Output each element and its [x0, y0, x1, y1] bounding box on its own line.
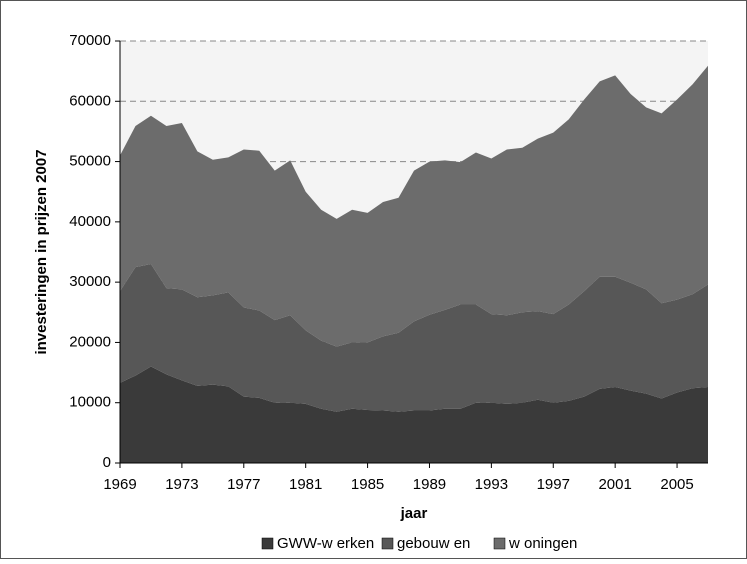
x-tick-label: 1973: [165, 476, 198, 493]
area: [120, 65, 708, 347]
legend-label: w oningen: [508, 535, 577, 552]
y-axis-label: investeringen in prijzen 2007: [33, 149, 50, 354]
x-tick-label: 1993: [475, 476, 508, 493]
x-tick-label: 1977: [227, 476, 260, 493]
y-tick-label: 30000: [69, 273, 111, 290]
y-tick-label: 10000: [69, 394, 111, 411]
legend-swatch: [381, 537, 394, 550]
x-axis-label: jaar: [400, 505, 428, 522]
x-tick-label: 2005: [660, 476, 693, 493]
y-tick-label: 70000: [69, 32, 111, 49]
x-tick-label: 2001: [598, 476, 631, 493]
area: [120, 264, 708, 412]
x-tick-label: 1985: [351, 476, 384, 493]
x-tick-label: 1981: [289, 476, 322, 493]
x-tick-label: 1997: [537, 476, 570, 493]
legend-swatch: [493, 537, 506, 550]
legend-swatch: [261, 537, 274, 550]
y-tick-label: 40000: [69, 213, 111, 230]
x-tick-label: 1989: [413, 476, 446, 493]
legend-label: GWW-w erken: [277, 535, 374, 552]
y-tick-label: 50000: [69, 153, 111, 170]
x-tick-label: 1969: [103, 476, 136, 493]
area: [120, 366, 708, 463]
y-tick-label: 20000: [69, 333, 111, 350]
y-tick-label: 60000: [69, 92, 111, 109]
legend-label: gebouw en: [397, 535, 470, 552]
y-tick-label: 0: [103, 454, 111, 471]
